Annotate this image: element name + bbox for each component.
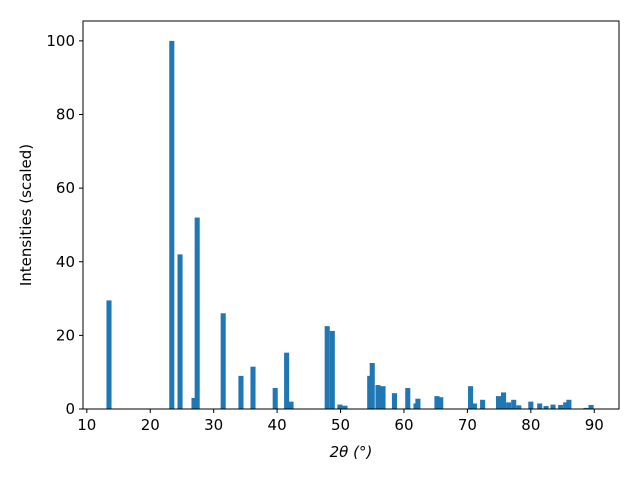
bar <box>516 405 522 409</box>
bar <box>588 404 594 409</box>
bar <box>284 352 290 409</box>
y-tick-label: 80 <box>56 106 75 124</box>
bar <box>528 401 534 409</box>
bar <box>220 313 226 409</box>
bar <box>329 330 335 409</box>
x-tick-label: 90 <box>585 416 604 434</box>
bar <box>495 396 502 409</box>
bar <box>106 300 112 409</box>
bar <box>471 403 477 409</box>
y-tick-label: 100 <box>46 32 75 50</box>
x-tick-label: 60 <box>394 416 413 434</box>
bar <box>324 326 330 409</box>
x-tick-label: 20 <box>141 416 160 434</box>
y-axis-label: Intensities (scaled) <box>17 144 35 286</box>
bar <box>434 396 440 409</box>
bar <box>537 403 543 409</box>
bar <box>468 386 474 409</box>
bar <box>438 397 444 409</box>
bar <box>511 399 517 409</box>
bar <box>380 386 386 409</box>
bar <box>375 385 381 409</box>
x-tick-label: 50 <box>331 416 350 434</box>
bar <box>566 399 572 409</box>
x-axis-label: 2θ (°) <box>330 443 373 461</box>
x-tick-label: 70 <box>458 416 477 434</box>
bar <box>543 406 549 409</box>
bar <box>415 398 421 409</box>
bar <box>177 254 183 409</box>
bar <box>480 399 486 409</box>
x-tick-label: 10 <box>77 416 96 434</box>
bar <box>367 375 373 409</box>
bar <box>405 388 411 409</box>
bar <box>194 217 200 409</box>
bar <box>337 404 343 409</box>
y-tick-label: 40 <box>56 253 75 271</box>
bar <box>550 404 556 409</box>
bar <box>169 40 175 409</box>
bar <box>238 375 244 409</box>
plot-frame <box>82 20 620 410</box>
x-tick-label: 80 <box>521 416 540 434</box>
bar <box>272 388 278 409</box>
bar <box>250 366 256 409</box>
bar <box>288 401 294 409</box>
bar <box>501 392 507 409</box>
bar <box>583 407 589 409</box>
bar <box>191 397 197 409</box>
bar <box>391 393 397 409</box>
x-tick-label: 40 <box>268 416 287 434</box>
x-tick-label: 30 <box>204 416 223 434</box>
y-tick-label: 60 <box>56 179 75 197</box>
y-tick-label: 0 <box>65 400 75 418</box>
y-tick-label: 20 <box>56 326 75 344</box>
bar <box>342 405 348 409</box>
bar <box>506 402 512 409</box>
bar <box>369 362 375 409</box>
bar <box>563 402 569 409</box>
bar <box>558 404 564 409</box>
